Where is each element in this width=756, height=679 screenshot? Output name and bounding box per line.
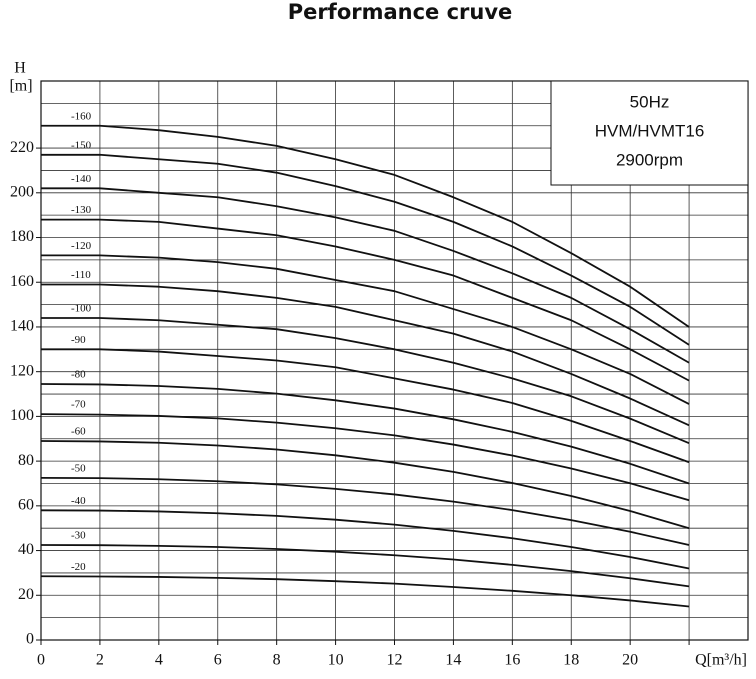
pump-curve	[41, 348, 690, 464]
x-tick-label: 14	[445, 652, 461, 669]
y-tick-label: 20	[18, 586, 34, 603]
pump-curve	[41, 283, 690, 427]
x-tick-label: 20	[622, 652, 638, 669]
curve-label: -50	[71, 462, 86, 474]
curve-label: -160	[71, 110, 92, 122]
curve-label: -150	[71, 139, 92, 151]
x-tick-label: 2	[96, 652, 104, 669]
pump-curve	[40, 440, 690, 530]
plot-frame	[40, 80, 749, 641]
y-tick-label: 220	[10, 139, 34, 156]
curve-label: -80	[71, 369, 86, 381]
x-tick-label: 6	[214, 652, 222, 669]
pump-curve	[41, 254, 690, 405]
curve-label: -30	[71, 530, 86, 542]
x-axis-label: Q[m³/h]	[695, 652, 747, 669]
pump-curve	[41, 153, 690, 346]
pump-curve	[40, 575, 690, 608]
curve-label: -120	[71, 240, 92, 252]
chart-title: Performance cruve	[288, 0, 513, 24]
curve-label: -110	[71, 269, 91, 281]
y-tick-label: 0	[26, 631, 34, 648]
info-box	[550, 80, 749, 186]
pump-curve	[41, 124, 690, 328]
curve-label: -60	[71, 426, 86, 438]
y-tick-label: 100	[10, 407, 34, 424]
curve-label: -130	[71, 204, 92, 216]
x-tick-label: 12	[387, 652, 403, 669]
x-tick-label: 10	[328, 652, 344, 669]
y-label: H	[14, 60, 26, 77]
y-tick-label: 160	[10, 273, 34, 290]
y-tick-label: 40	[18, 541, 34, 558]
pump-curve	[40, 509, 690, 570]
x-tick-label: 8	[273, 652, 281, 669]
curve-label: -90	[71, 334, 86, 346]
y-tick-label: 80	[18, 452, 34, 469]
curve-label: -20	[71, 561, 86, 573]
x-tick-label: 16	[504, 652, 520, 669]
info-text: 50Hz	[630, 92, 670, 111]
pump-curve	[40, 413, 690, 502]
info-text: 2900rpm	[616, 150, 683, 169]
curve-label: -70	[71, 399, 86, 411]
pump-curve	[41, 187, 690, 364]
y-tick-label: 140	[10, 318, 34, 335]
curve-label: -100	[71, 303, 92, 315]
x-tick-label: 4	[155, 652, 163, 669]
curve-label: -40	[71, 495, 86, 507]
curve-label: -140	[71, 173, 92, 185]
x-tick-label: 0	[37, 652, 45, 669]
pump-curve	[40, 383, 690, 485]
y-label-unit: [m]	[9, 78, 32, 95]
pump-curve	[41, 317, 690, 445]
y-tick-label: 200	[10, 183, 34, 200]
info-text: HVM/HVMT16	[595, 121, 705, 140]
pump-curve	[40, 476, 690, 546]
pump-curve	[41, 218, 690, 382]
x-tick-label: 18	[563, 652, 579, 669]
y-tick-label: 120	[10, 362, 34, 379]
pump-curve	[40, 544, 690, 588]
y-tick-label: 60	[18, 497, 34, 514]
y-tick-label: 180	[10, 228, 34, 245]
